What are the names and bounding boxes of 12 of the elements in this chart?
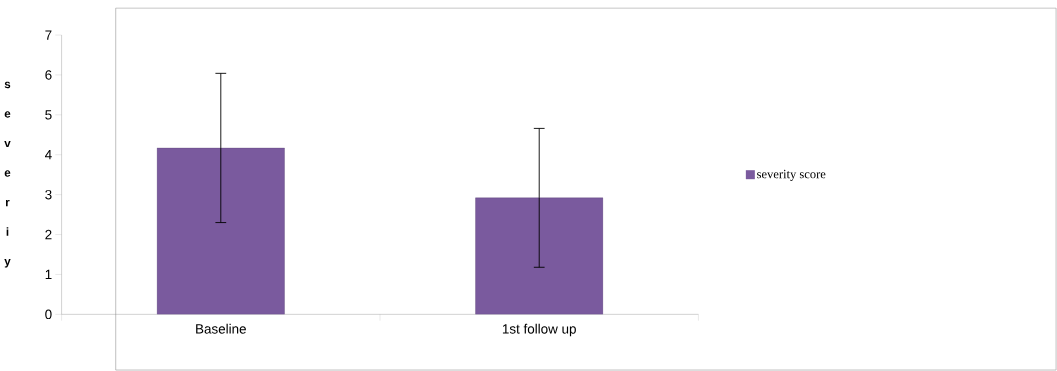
y-tick-label: 3: [45, 189, 52, 200]
y-tick-label: 7: [45, 30, 52, 40]
y-tick-label: 1: [45, 269, 52, 280]
x-tick-label: 1st follow up: [502, 323, 576, 337]
y-tick-label: 6: [45, 70, 52, 80]
y-tick-label: 2: [45, 229, 52, 240]
x-tick-label: Baseline: [196, 323, 246, 334]
text: severiy: [4, 81, 11, 268]
y-tick-label: 0: [45, 309, 52, 320]
y-tick-label: 4: [45, 150, 52, 160]
legend-label: severity score: [757, 169, 826, 181]
y-tick-label: 5: [45, 110, 52, 120]
